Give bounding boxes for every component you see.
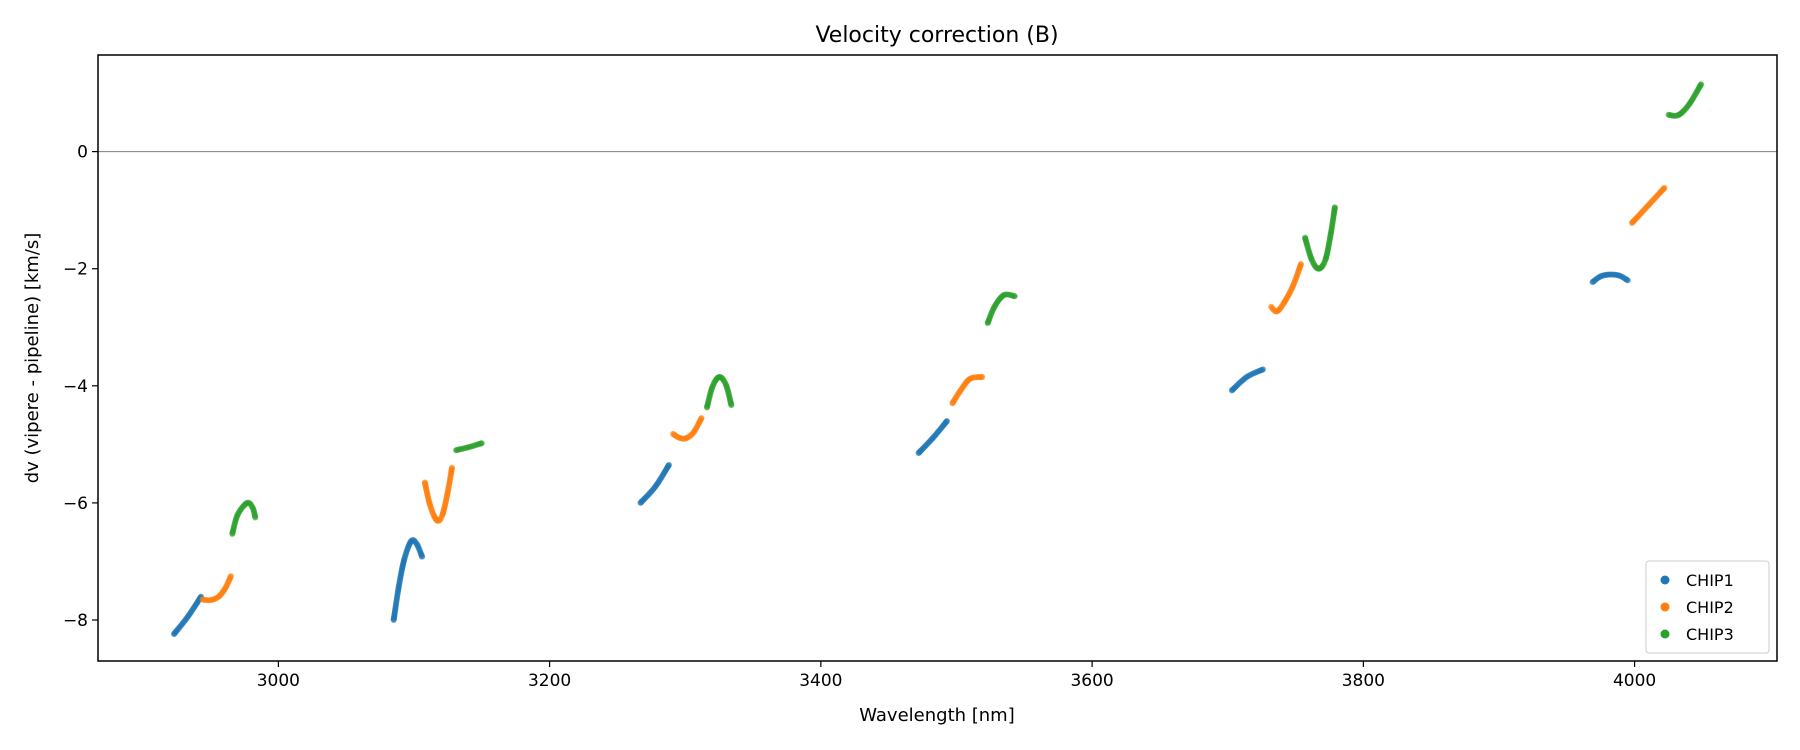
data-point-chip3 [1011,293,1018,300]
y-axis-ticks: −8 −6 −4 −2 0 [63,143,98,631]
data-point-chip2 [1661,184,1668,191]
x-tick-label: 3800 [1342,671,1385,691]
data-point-chip3 [1331,204,1338,211]
legend-marker-chip3 [1660,629,1670,639]
data-point-chip3 [728,402,735,409]
data-point-chip1 [1259,366,1266,373]
data-point-chip3 [478,440,485,447]
data-point-chip1 [1624,277,1631,284]
data-point-chip2 [698,415,705,422]
data-point-chip1 [419,553,426,560]
x-tick-label: 4000 [1613,671,1656,691]
data-point-chip2 [979,374,986,381]
x-tick-label: 3400 [799,671,842,691]
legend-label: CHIP1 [1686,571,1734,590]
x-tick-label: 3600 [1070,671,1113,691]
plot-frame [97,54,1778,662]
data-point-chip2 [1297,261,1304,268]
data-point-chip3 [252,514,259,521]
y-tick-label: −4 [63,377,88,397]
legend-marker-chip2 [1660,602,1670,612]
data-point-chip2 [227,573,234,580]
chart-title: Velocity correction (B) [815,23,1058,48]
x-axis-label: Wavelength [nm] [859,705,1015,726]
data-points [170,81,1705,638]
y-axis-label: dv (vipere - pipeline) [km/s] [22,233,43,484]
data-point-chip3 [1698,81,1705,88]
data-point-chip1 [943,417,950,424]
y-tick-label: −8 [63,611,88,631]
legend-label: CHIP2 [1686,598,1734,617]
legend: CHIP1 CHIP2 CHIP3 [1645,560,1770,654]
y-tick-label: 0 [77,143,88,163]
x-axis-ticks: 3000 3200 3400 3600 3800 4000 [257,661,1656,691]
y-tick-label: −6 [63,494,88,514]
x-tick-label: 3000 [257,671,300,691]
data-point-chip2 [448,464,455,471]
x-tick-label: 3200 [528,671,571,691]
legend-box [1645,560,1770,654]
y-tick-label: −2 [63,260,88,280]
legend-label: CHIP3 [1686,625,1734,644]
legend-marker-chip1 [1660,575,1670,585]
data-point-chip1 [665,461,672,468]
